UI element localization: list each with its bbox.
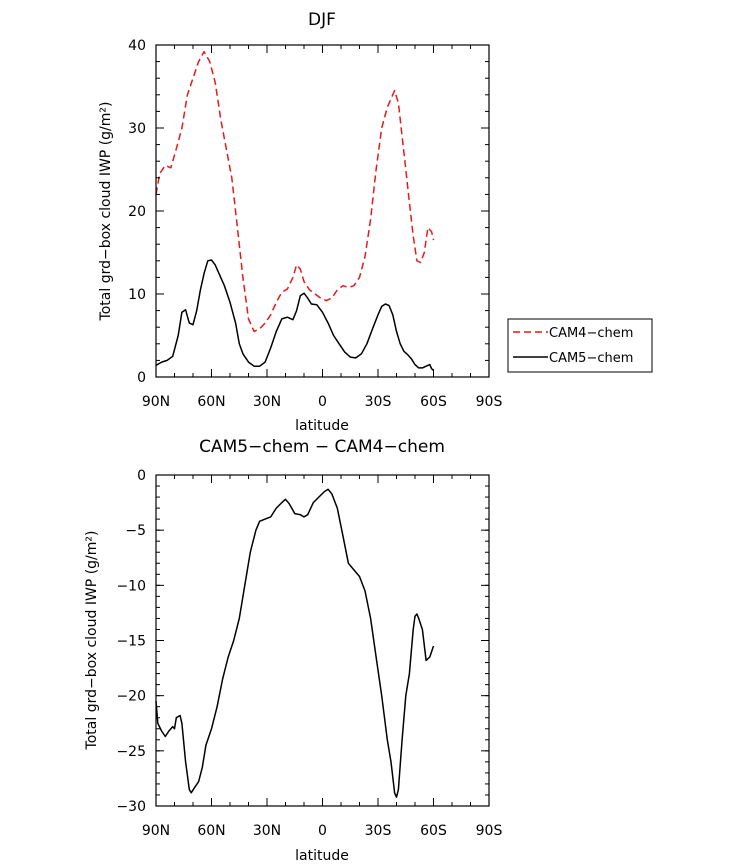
- legend-entry-cam4: CAM4−chem: [513, 326, 633, 341]
- top-xtick-label: 90S: [476, 394, 503, 410]
- bottom-ytick-label: −15: [116, 634, 146, 650]
- bottom-y-axis-label: Total grd−box cloud IWP (g/m²): [84, 531, 100, 751]
- legend: CAM4−chem CAM5−chem: [507, 318, 653, 373]
- top-xtick-label: 30N: [253, 394, 281, 410]
- bottom-ytick-label: −5: [125, 523, 146, 539]
- top-xtick-label: 30S: [365, 394, 392, 410]
- top-series-line-0: [155, 50, 435, 333]
- bottom-series-group: [155, 488, 435, 798]
- top-series-group: [155, 50, 435, 371]
- top-x-axis-label: latitude: [295, 418, 349, 434]
- bottom-xtick-label: 30N: [253, 823, 281, 839]
- bottom-ytick-label: −20: [116, 689, 146, 705]
- top-xtick-label: 60N: [197, 394, 225, 410]
- bottom-ytick-label: −25: [116, 744, 146, 760]
- legend-label-cam4: CAM4−chem: [549, 326, 633, 341]
- bottom-xtick-label: 90S: [476, 823, 503, 839]
- top-y-ticks: 0 10 20 30 40: [128, 38, 489, 386]
- bottom-xtick-label: 90N: [142, 823, 170, 839]
- bottom-chart-title: CAM5−chem − CAM4−chem: [199, 437, 445, 457]
- top-panel: DJF 90N 60N 30N 0 30S 60S 90S 0 10 20 30 40 latitu…: [98, 10, 653, 434]
- bottom-x-axis-label: latitude: [295, 848, 349, 864]
- top-ytick-label: 30: [128, 121, 146, 137]
- top-xtick-label: 60S: [420, 394, 447, 410]
- bottom-x-ticks: 90N 60N 30N 0 30S 60S 90S: [142, 475, 503, 839]
- top-plot-frame: [155, 44, 490, 378]
- bottom-ytick-label: −10: [116, 578, 146, 594]
- legend-box: [507, 318, 653, 373]
- top-chart-title: DJF: [308, 10, 336, 30]
- top-series-line-1: [155, 259, 435, 371]
- bottom-ytick-label: −30: [116, 799, 146, 815]
- legend-entry-cam5: CAM5−chem: [513, 351, 633, 366]
- bottom-y-ticks: 0 −5 −10 −15 −20 −25 −30: [116, 468, 489, 815]
- top-ytick-label: 40: [128, 38, 146, 54]
- bottom-panel: CAM5−chem − CAM4−chem 90N 60N 30N 0 30S 60S 90…: [84, 437, 502, 864]
- top-axes: [155, 44, 490, 378]
- bottom-axes: [155, 474, 490, 807]
- bottom-ytick-label: 0: [137, 468, 146, 484]
- bottom-xtick-label: 0: [318, 823, 327, 839]
- top-ytick-label: 20: [128, 204, 146, 220]
- bottom-plot-frame: [155, 474, 490, 807]
- legend-label-cam5: CAM5−chem: [549, 351, 633, 366]
- top-ytick-label: 10: [128, 287, 146, 303]
- bottom-xtick-label: 60S: [420, 823, 447, 839]
- bottom-xtick-label: 30S: [365, 823, 392, 839]
- top-y-axis-label: Total grd−box cloud IWP (g/m²): [98, 102, 114, 322]
- top-x-ticks: 90N 60N 30N 0 30S 60S 90S: [142, 45, 503, 410]
- top-xtick-label: 90N: [142, 394, 170, 410]
- bottom-xtick-label: 60N: [197, 823, 225, 839]
- top-ytick-label: 0: [137, 370, 146, 386]
- bottom-series-line-0: [155, 488, 435, 798]
- top-xtick-label: 0: [318, 394, 327, 410]
